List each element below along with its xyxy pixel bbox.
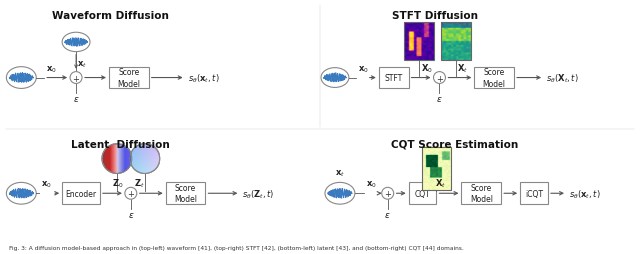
Text: STFT Diffusion: STFT Diffusion	[392, 11, 477, 21]
Text: +: +	[384, 189, 391, 198]
Text: $\mathbf{x}_0$: $\mathbf{x}_0$	[46, 64, 57, 74]
Text: $\mathbf{x}_0$: $\mathbf{x}_0$	[366, 179, 376, 189]
Circle shape	[70, 72, 82, 84]
Text: $\mathbf{Z}_t$: $\mathbf{Z}_t$	[134, 177, 145, 189]
Text: CQT: CQT	[415, 189, 431, 198]
Text: $s_\theta(\mathbf{X}_t, t)$: $s_\theta(\mathbf{X}_t, t)$	[546, 72, 579, 85]
Text: CQT Score Estimation: CQT Score Estimation	[391, 139, 518, 149]
Ellipse shape	[6, 183, 36, 204]
Text: Fig. 3: A diffusion model-based approach in (top-left) waveform [41], (top-right: Fig. 3: A diffusion model-based approach…	[10, 245, 464, 250]
Text: +: +	[72, 74, 79, 83]
Circle shape	[381, 188, 394, 199]
Text: +: +	[127, 189, 134, 198]
Text: $\mathbf{X}_0$: $\mathbf{X}_0$	[420, 62, 433, 74]
Bar	[166, 183, 205, 204]
Text: $s_\theta(\mathbf{x}_t, t)$: $s_\theta(\mathbf{x}_t, t)$	[569, 187, 600, 200]
Circle shape	[125, 188, 137, 199]
Bar	[109, 67, 148, 89]
Text: $\mathbf{Z}_0$: $\mathbf{Z}_0$	[112, 177, 124, 189]
Text: $\mathbf{x}_0$: $\mathbf{x}_0$	[41, 179, 52, 189]
Text: STFT: STFT	[385, 74, 403, 83]
Text: Score
Model: Score Model	[470, 183, 493, 203]
Bar	[379, 67, 408, 89]
Circle shape	[130, 144, 160, 174]
Ellipse shape	[62, 33, 90, 52]
Bar	[404, 23, 433, 60]
Ellipse shape	[325, 183, 355, 204]
Bar	[520, 183, 548, 204]
Ellipse shape	[6, 67, 36, 89]
Text: Waveform Diffusion: Waveform Diffusion	[52, 11, 170, 21]
Text: Encoder: Encoder	[65, 189, 97, 198]
Text: Latent  Diffusion: Latent Diffusion	[72, 139, 170, 149]
Circle shape	[102, 144, 132, 174]
Text: +: +	[436, 74, 443, 83]
Text: $\mathbf{x}_t$: $\mathbf{x}_t$	[77, 59, 87, 69]
Text: $\mathbf{x}_t$: $\mathbf{x}_t$	[335, 168, 345, 179]
Text: $\mathbf{X}_t$: $\mathbf{X}_t$	[458, 62, 468, 74]
Circle shape	[433, 72, 445, 84]
Bar	[442, 23, 471, 60]
Bar	[408, 183, 436, 204]
Text: $s_\theta(\mathbf{Z}_t, t)$: $s_\theta(\mathbf{Z}_t, t)$	[243, 187, 275, 200]
Text: $\mathbf{X}_t$: $\mathbf{X}_t$	[435, 177, 445, 189]
Bar	[62, 183, 100, 204]
Bar	[422, 147, 451, 190]
Text: $\epsilon$: $\epsilon$	[385, 210, 391, 219]
Text: $\mathbf{x}_0$: $\mathbf{x}_0$	[358, 64, 369, 74]
Text: iCQT: iCQT	[525, 189, 543, 198]
Text: $\epsilon$: $\epsilon$	[73, 95, 79, 104]
Bar	[474, 67, 514, 89]
Text: Score
Model: Score Model	[117, 68, 140, 88]
Text: $\epsilon$: $\epsilon$	[436, 95, 443, 104]
Text: Score
Model: Score Model	[483, 68, 506, 88]
Ellipse shape	[321, 68, 349, 88]
Bar	[461, 183, 501, 204]
Text: Score
Model: Score Model	[174, 183, 197, 203]
Text: $\epsilon$: $\epsilon$	[127, 210, 134, 219]
Text: $s_\theta(\mathbf{x}_t, t)$: $s_\theta(\mathbf{x}_t, t)$	[188, 72, 220, 85]
